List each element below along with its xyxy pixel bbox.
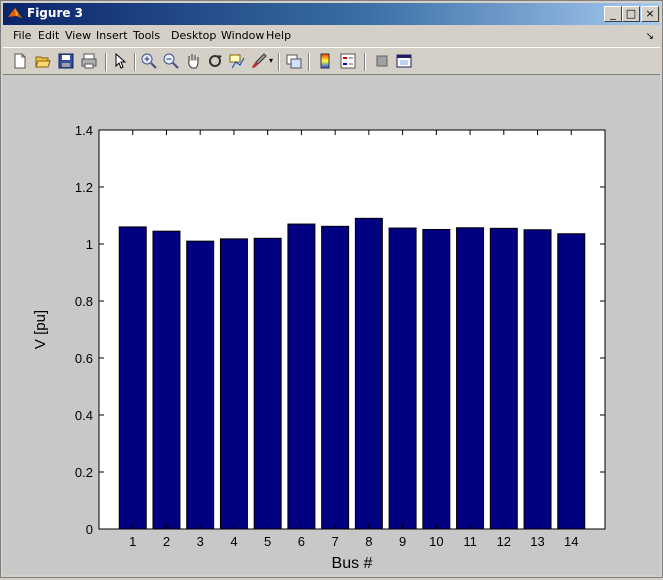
bar-3: [186, 240, 215, 530]
menu-edit[interactable]: Edit: [38, 29, 60, 42]
colorbar-icon[interactable]: [316, 52, 334, 70]
legend-icon[interactable]: [339, 52, 357, 70]
rotate-3d-icon[interactable]: [206, 52, 224, 70]
save-icon[interactable]: [57, 52, 75, 70]
y-tick-label: 0.2: [75, 465, 93, 480]
zoom-out-icon[interactable]: [162, 52, 180, 70]
x-tick-label: 12: [497, 534, 511, 549]
plot-frame: [98, 129, 606, 530]
bar-6: [287, 223, 316, 530]
x-tick-label: 14: [564, 534, 578, 549]
menu-file[interactable]: File: [13, 29, 32, 42]
bar-9: [388, 227, 417, 530]
figure-toolbar: ▾: [3, 47, 660, 75]
y-tick-label: 1.2: [75, 180, 93, 195]
x-tick-label: 8: [365, 534, 372, 549]
window-title: Figure 3: [27, 6, 84, 20]
y-tick-label: 0.6: [75, 351, 93, 366]
toolbar-separator: [278, 53, 280, 71]
hide-plot-tools-icon[interactable]: [373, 52, 391, 70]
x-tick-label: 5: [264, 534, 271, 549]
x-tick-label: 10: [429, 534, 443, 549]
print-icon[interactable]: [80, 52, 98, 70]
x-tick-label: 7: [332, 534, 339, 549]
y-tick-label: 1.4: [75, 123, 93, 138]
toolbar-separator: [134, 53, 136, 71]
y-tick-label: 0.8: [75, 294, 93, 309]
zoom-in-icon[interactable]: [140, 52, 158, 70]
bar-1: [118, 226, 147, 530]
maximize-button[interactable]: □: [622, 6, 640, 22]
x-tick-label: 2: [163, 534, 170, 549]
menu-desktop[interactable]: Desktop: [171, 29, 217, 42]
title-bar: Figure 3 _ □ ×: [3, 3, 660, 25]
menu-window[interactable]: Window: [221, 29, 265, 42]
bar-8: [354, 217, 383, 530]
menu-view[interactable]: View: [65, 29, 92, 42]
brush-dropdown-icon[interactable]: ▾: [269, 56, 274, 65]
x-tick-label: 13: [530, 534, 544, 549]
bar-13: [523, 229, 552, 530]
y-axis-label: V [pu]: [32, 310, 49, 349]
dock-arrow-icon[interactable]: ↘: [645, 31, 654, 42]
x-tick-label: 1: [129, 534, 136, 549]
close-button[interactable]: ×: [641, 6, 659, 22]
bar-chart: 00.20.40.60.811.21.4 1 2 3 4 5 6 7 8 9 10 11 12 13 14…: [32, 123, 606, 572]
x-tick-label: 3: [197, 534, 204, 549]
matlab-icon: [8, 8, 22, 18]
open-file-icon[interactable]: [34, 52, 52, 70]
toolbar-separator: [105, 53, 107, 71]
bar-4: [219, 238, 248, 530]
bar-2: [152, 230, 181, 530]
y-tick-label: 0.4: [75, 408, 93, 423]
menu-insert[interactable]: Insert: [96, 29, 128, 42]
x-axis-label: Bus #: [332, 555, 373, 572]
x-tick-label: 6: [298, 534, 305, 549]
toolbar-separator: [364, 53, 366, 71]
menu-tools[interactable]: Tools: [133, 29, 161, 42]
plot-area: [99, 130, 605, 529]
y-tick-label: 0: [86, 522, 93, 537]
bar-12: [489, 227, 518, 530]
bar-10: [422, 228, 451, 530]
brush-icon[interactable]: [250, 52, 268, 70]
bar-7: [321, 225, 350, 530]
figure-canvas: 0 0.2 0.4 0.6 0.8 1 1.2 1.4 1 2 3 4 5 6 7 8 9 10 11 12 13 14…: [3, 75, 660, 575]
show-plot-tools-icon[interactable]: [395, 52, 413, 70]
x-tick-label: 4: [230, 534, 237, 549]
x-tick-label: 9: [399, 534, 406, 549]
data-cursor-icon[interactable]: [228, 52, 246, 70]
bar-14: [557, 233, 586, 530]
link-plot-icon[interactable]: [285, 52, 303, 70]
bar-5: [253, 237, 282, 530]
pointer-icon[interactable]: [111, 52, 129, 70]
bar-11: [456, 227, 485, 530]
toolbar-separator: [308, 53, 310, 71]
pan-hand-icon[interactable]: [184, 52, 202, 70]
x-tick-label: 11: [463, 534, 477, 549]
menu-help[interactable]: Help: [266, 29, 292, 42]
menu-bar: File Edit View Insert Tools Desktop Wind…: [3, 26, 660, 46]
y-tick-label: 1: [86, 237, 93, 252]
new-figure-icon[interactable]: [11, 52, 29, 70]
minimize-button[interactable]: _: [604, 6, 622, 22]
